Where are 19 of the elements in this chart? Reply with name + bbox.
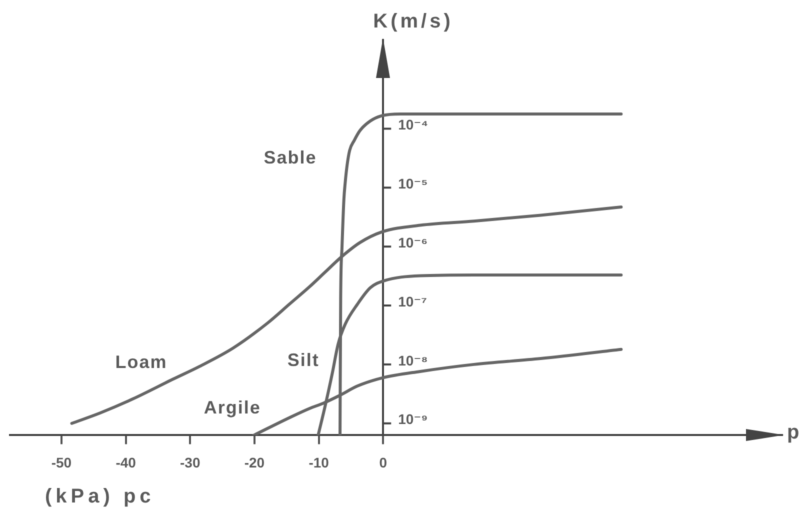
y-tick-label: 10⁻⁸ <box>398 352 428 368</box>
y-tick-label: 10⁻⁷ <box>398 293 428 310</box>
y-axis-title: K(m/s) <box>373 10 454 33</box>
y-tick-label: 10⁻⁶ <box>398 234 428 250</box>
y-tick-label: 10⁻⁹ <box>398 411 428 428</box>
series-label: Loam <box>115 352 168 372</box>
x-tick-label: -30 <box>180 454 200 470</box>
x-tick-label: -10 <box>308 454 330 470</box>
x-tick-label: -50 <box>51 454 72 470</box>
x-axis-title: (kPa) pc <box>45 486 155 508</box>
y-tick-label: 10⁻⁵ <box>398 176 428 192</box>
series-label: Sable <box>264 148 317 168</box>
text: p <box>787 422 800 444</box>
x-tick-label: -40 <box>116 454 136 470</box>
series-label: Silt <box>287 350 320 370</box>
x-tick-label: -20 <box>244 454 265 470</box>
y-tick-label: 10⁻⁴ <box>398 116 428 133</box>
series-label: Argile <box>204 397 261 418</box>
x-tick-label: 0 <box>379 454 388 470</box>
